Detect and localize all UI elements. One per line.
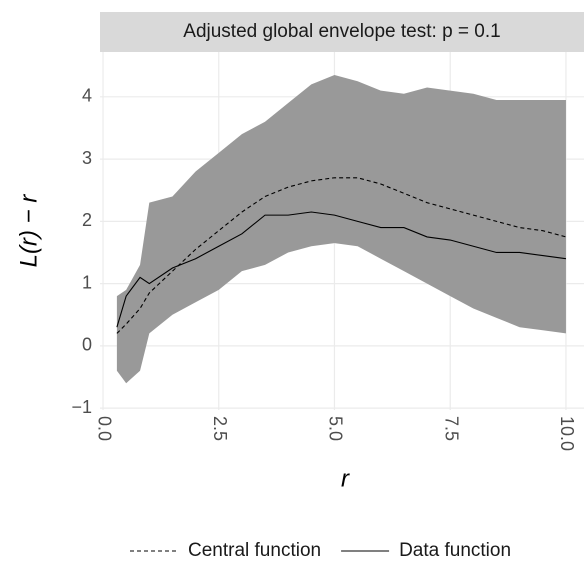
x-tick-label: 10.0 <box>557 416 577 451</box>
y-tick-label: 2 <box>82 210 92 230</box>
x-axis-title: r <box>341 465 350 492</box>
x-tick-label: 7.5 <box>441 416 461 441</box>
x-tick-label: 0.0 <box>94 416 114 441</box>
y-tick-label: −1 <box>71 397 92 417</box>
y-tick-label: 0 <box>82 335 92 355</box>
y-tick-label: 3 <box>82 148 92 168</box>
y-axis-title: L(r) − r <box>15 194 42 268</box>
legend-label: Data function <box>399 540 511 561</box>
y-tick-label: 1 <box>82 272 92 292</box>
y-tick-label: 4 <box>82 86 92 106</box>
series-line <box>116 211 567 328</box>
envelope-band <box>116 75 566 384</box>
legend-label: Central function <box>188 540 321 561</box>
x-tick-label: 2.5 <box>210 416 230 441</box>
x-tick-label: 5.0 <box>326 416 346 441</box>
chart-title: Adjusted global envelope test: p = 0.1 <box>183 21 500 42</box>
title-strip <box>100 12 584 52</box>
